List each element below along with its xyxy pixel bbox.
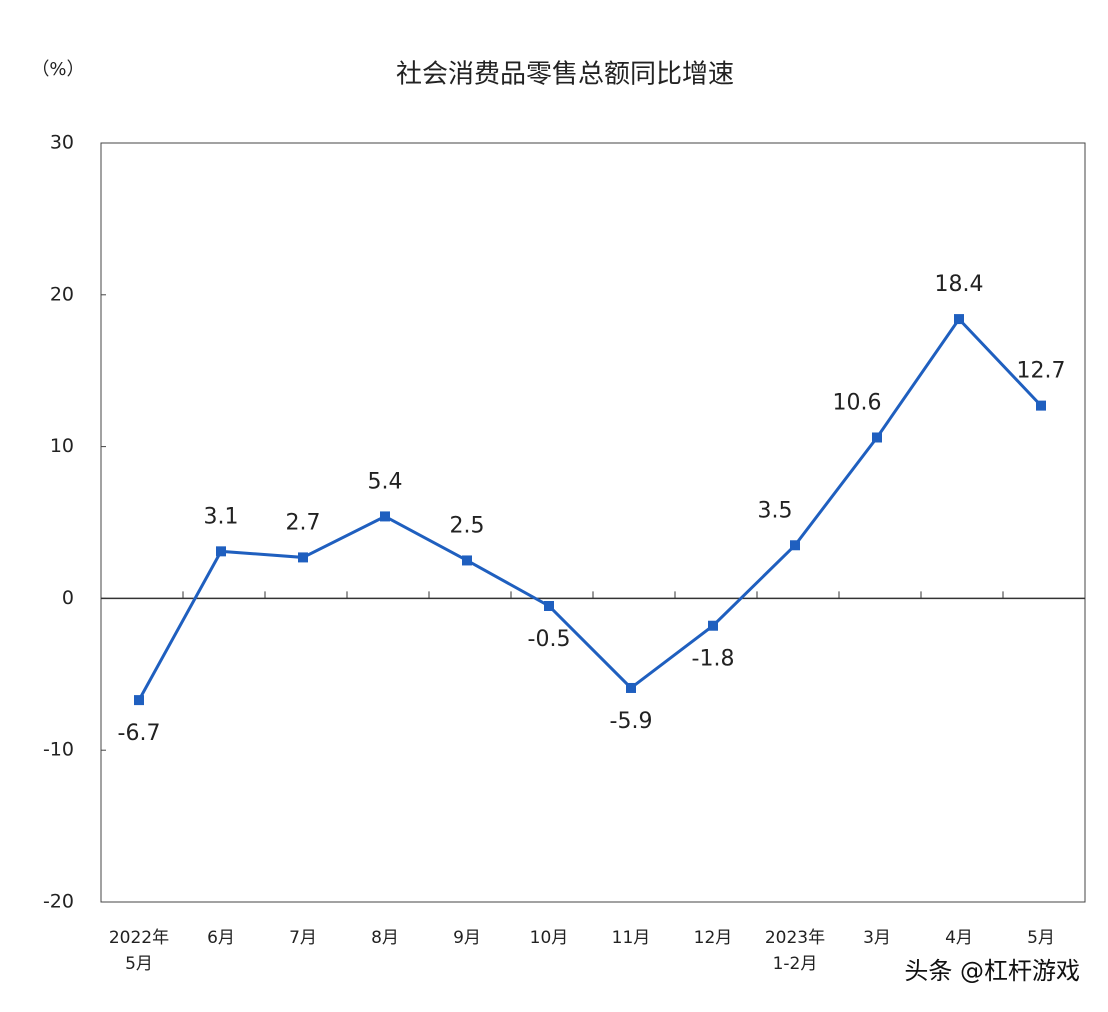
- y-tick-label: -20: [43, 891, 74, 913]
- point: [790, 540, 800, 551]
- y-axis-label: （%）: [31, 59, 84, 80]
- y-tick-label: 10: [50, 435, 74, 457]
- x-tick-label: 11月: [611, 928, 651, 948]
- x-tick-label: 4月: [945, 928, 973, 948]
- x-tick-label: 2022年 5月: [108, 928, 170, 974]
- y-tick-label: 30: [50, 132, 74, 154]
- point: [216, 546, 226, 557]
- data-label: 2.7: [286, 510, 321, 535]
- point: [626, 682, 636, 693]
- point: [462, 555, 472, 566]
- data-label: -1.8: [692, 647, 735, 672]
- data-label: 10.6: [833, 390, 882, 415]
- y-tick-label: -10: [43, 739, 74, 761]
- x-tick-label: 2023年 1-2月: [764, 928, 826, 974]
- x-tick-label: 3月: [863, 928, 891, 948]
- data-label: 2.5: [450, 513, 485, 538]
- plot-frame: [100, 142, 1086, 903]
- x-tick-label: 12月: [693, 928, 733, 948]
- point: [1036, 400, 1046, 411]
- data-label: 18.4: [935, 272, 984, 297]
- point: [954, 314, 964, 325]
- data-label: -6.7: [118, 721, 161, 746]
- point: [380, 511, 390, 522]
- data-label: 3.1: [204, 504, 239, 529]
- y-tick-label: 20: [50, 283, 74, 305]
- series-line: [137, 316, 1043, 701]
- y-tick-label: 0: [62, 587, 74, 609]
- x-tick-label: 8月: [371, 928, 399, 948]
- watermark: 头条 @杠杆游戏: [904, 957, 1080, 985]
- point: [298, 552, 308, 563]
- point: [134, 695, 144, 706]
- x-tick-label: 9月: [453, 928, 481, 948]
- chart-title: 社会消费品零售总额同比增速: [396, 60, 734, 90]
- x-tick-label: 7月: [289, 928, 317, 948]
- data-label: 12.7: [1017, 359, 1066, 384]
- data-label: -5.9: [610, 709, 653, 734]
- data-label: 5.4: [368, 469, 403, 494]
- point: [872, 432, 882, 443]
- x-tick-label: 10月: [529, 928, 569, 948]
- point: [708, 620, 718, 631]
- x-tick-label: 6月: [207, 928, 235, 948]
- data-label: -0.5: [528, 627, 571, 652]
- x-tick-label: 5月: [1027, 928, 1055, 948]
- data-label: 3.5: [758, 498, 793, 523]
- point: [544, 600, 554, 611]
